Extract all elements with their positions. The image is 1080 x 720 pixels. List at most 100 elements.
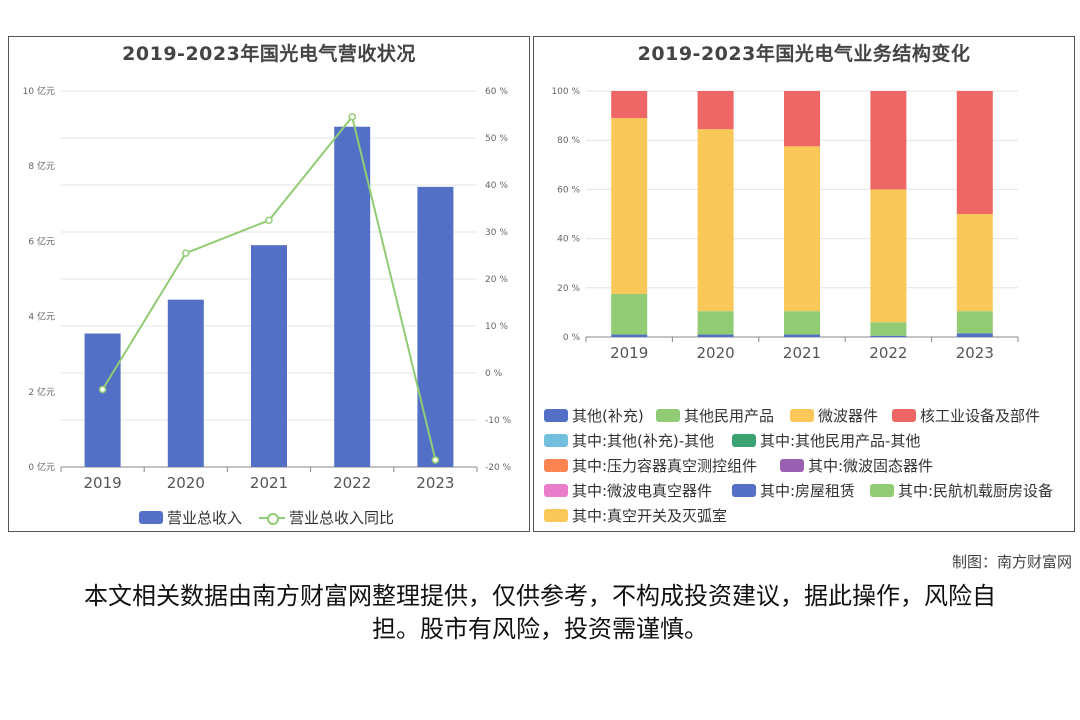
legend-swatch — [790, 409, 814, 422]
growth-point — [98, 385, 107, 394]
stacked-segment — [784, 91, 820, 147]
x-tick-label: 2023 — [416, 474, 454, 492]
growth-point — [182, 249, 190, 257]
growth-point — [265, 216, 273, 224]
y-tick-label: 80 % — [557, 136, 580, 146]
revenue-chart-panel: 2019-2023年国光电气营收状况 0 亿元 2 亿元 4 亿元 6 亿元 8 亿元 1… — [8, 36, 530, 532]
stacked-segment — [784, 311, 820, 335]
stacked-segment — [784, 334, 820, 337]
x-tick-label: 2021 — [783, 344, 821, 362]
legend-item-series-10[interactable]: 其中:房屋租赁 — [732, 480, 855, 501]
legend-label: 其中:压力容器真空测控组件 — [572, 457, 758, 475]
legend-item-growth[interactable]: 营业总收入同比 — [259, 507, 394, 528]
y-left-tick-label: 4 亿元 — [28, 311, 55, 323]
x-tick-label: 2021 — [250, 474, 288, 492]
legend-label: 其中:真空开关及灭弧室 — [572, 507, 728, 525]
legend-item-series-4[interactable]: 核工业设备及部件 — [892, 405, 1040, 426]
legend-label: 其他(补充) — [572, 407, 644, 425]
legend-item-series-11[interactable]: 其中:民航机载厨房设备 — [870, 480, 1053, 501]
x-tick-label: 2023 — [956, 344, 994, 362]
structure-chart-svg: 0 % 20 % 40 % 60 % 80 % 100 % 2019 2020 2021 2022… — [551, 87, 1019, 362]
legend-label: 其中:房屋租赁 — [760, 482, 856, 500]
legend-item-series-6[interactable]: 其中:其他民用产品-其他 — [732, 430, 920, 451]
stacked-segment — [611, 91, 648, 119]
legend-item-series-2[interactable]: 其他民用产品 — [656, 405, 774, 426]
legend-swatch — [656, 409, 680, 422]
revenue-bar — [251, 245, 287, 467]
x-tick-label: 2020 — [167, 474, 205, 492]
y-left-tick-label: 8 亿元 — [28, 160, 55, 172]
stacked-segment — [870, 189, 907, 323]
stacked-segment — [956, 311, 993, 334]
y-left-tick-label: 10 亿元 — [23, 85, 55, 97]
y-right-tick-label: 40 % — [485, 181, 508, 191]
stacked-segment — [611, 334, 648, 337]
y-right-tick-label: 0 % — [485, 369, 503, 379]
legend-item-revenue[interactable]: 营业总收入 — [139, 507, 242, 528]
legend-item-series-1[interactable]: 其他(补充) — [544, 405, 644, 426]
y-right-tick-label: 30 % — [485, 228, 508, 238]
x-tick-label: 2019 — [610, 344, 648, 362]
y-right-tick-label: 50 % — [485, 134, 508, 144]
stacked-segment — [870, 91, 907, 190]
legend-item-series-7[interactable]: 其中:压力容器真空测控组件 — [544, 455, 757, 476]
legend-swatch — [870, 484, 894, 497]
growth-point — [431, 456, 440, 464]
legend-item-series-3[interactable]: 微波器件 — [790, 405, 878, 426]
y-tick-label: 0 % — [563, 333, 581, 343]
y-left-tick-label: 2 亿元 — [28, 386, 55, 398]
y-tick-label: 60 % — [557, 185, 580, 195]
structure-chart-legend: 其他(补充) 其他民用产品 微波器件 核工业设备及部件其中:其他(补充)-其他 其中:其… — [534, 405, 1074, 531]
revenue-bar — [84, 333, 121, 467]
legend-label: 核工业设备及部件 — [920, 407, 1041, 425]
y-right-tick-label: -10 % — [485, 416, 512, 426]
revenue-chart-svg: 0 亿元 2 亿元 4 亿元 6 亿元 8 亿元 10 亿元 -20 % -10 % 0 % 10… — [23, 85, 512, 492]
y-right-tick-label: 20 % — [485, 275, 508, 285]
legend-label-growth: 营业总收入同比 — [289, 509, 395, 527]
structure-chart-panel: 2019-2023年国光电气业务结构变化 0 % 20 % 40 % 60 % 80 %… — [533, 36, 1075, 532]
legend-label: 其中:微波固态器件 — [808, 457, 934, 475]
chart-credit: 制图：南方财富网 — [951, 553, 1072, 571]
legend-swatch-revenue — [139, 511, 163, 524]
y-tick-label: 100 % — [551, 87, 580, 97]
legend-label-revenue: 营业总收入 — [167, 509, 243, 527]
stacked-segment — [611, 118, 648, 294]
stacked-segment — [697, 334, 734, 337]
revenue-bar — [334, 126, 371, 467]
revenue-chart-title: 2019-2023年国光电气营收状况 — [122, 43, 416, 65]
stacked-segment — [697, 91, 734, 130]
legend-label: 微波器件 — [818, 407, 879, 425]
y-right-tick-label: -20 % — [485, 463, 512, 473]
y-left-tick-label: 6 亿元 — [28, 235, 55, 247]
legend-swatch — [892, 409, 916, 422]
legend-label: 其中:其他民用产品-其他 — [760, 432, 921, 450]
legend-swatch — [732, 434, 756, 447]
legend-swatch — [544, 509, 568, 522]
revenue-bar — [417, 186, 454, 467]
legend-item-series-9[interactable]: 其中:微波电真空器件 — [544, 480, 712, 501]
growth-point — [348, 113, 356, 121]
stacked-segment — [870, 322, 907, 336]
y-right-tick-label: 10 % — [485, 322, 508, 332]
legend-label: 其中:民航机载厨房设备 — [898, 482, 1054, 500]
legend-label: 其中:其他(补充)-其他 — [572, 432, 715, 450]
stacked-segment — [697, 311, 734, 335]
x-tick-label: 2020 — [697, 344, 735, 362]
stacked-segment — [611, 293, 648, 335]
structure-chart-title: 2019-2023年国光电气业务结构变化 — [637, 43, 971, 65]
stacked-segment — [697, 129, 734, 312]
legend-swatch — [780, 459, 804, 472]
legend-item-series-5[interactable]: 其中:其他(补充)-其他 — [544, 430, 714, 451]
y-tick-label: 40 % — [557, 235, 580, 245]
stacked-segment — [956, 91, 993, 214]
y-tick-label: 20 % — [557, 284, 580, 294]
legend-item-series-12[interactable]: 其中:真空开关及灭弧室 — [544, 505, 727, 526]
x-tick-label: 2022 — [869, 344, 907, 362]
legend-item-series-8[interactable]: 其中:微波固态器件 — [780, 455, 933, 476]
legend-swatch — [544, 409, 568, 422]
legend-swatch — [732, 484, 756, 497]
y-left-tick-label: 0 亿元 — [28, 461, 55, 473]
x-tick-label: 2019 — [84, 474, 122, 492]
legend-label: 其中:微波电真空器件 — [572, 482, 713, 500]
stacked-segment — [784, 146, 820, 312]
